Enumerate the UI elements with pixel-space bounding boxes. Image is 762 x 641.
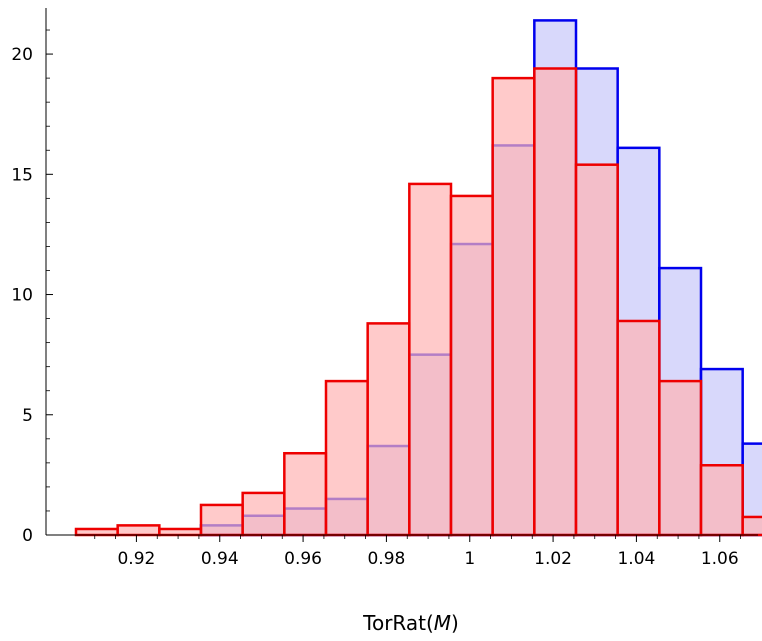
histogram-bar-series-2-bin-16 (699, 464, 744, 537)
ticks-layer: 0.92 0.94 0.96 0.98 1 1.02 1.04 1.06 0 5 10 15 20 (11, 29, 741, 569)
histogram-bar-series-2-bin-11 (491, 76, 536, 537)
y-tick-label-1: 0 (22, 526, 33, 546)
x-tick-label-8: 1.06 (701, 549, 739, 569)
x-tick-label-5: 1 (464, 549, 475, 569)
histogram-bar-series-2-bin-17 (741, 515, 762, 537)
x-tick-label-7: 1.04 (617, 549, 655, 569)
y-tick-label-4: 15 (11, 165, 33, 185)
x-axis-title: TorRat(M) (362, 611, 459, 635)
x-tick-label-1: 0.92 (117, 549, 155, 569)
histogram-bar-series-2-bin-1 (74, 527, 119, 537)
histogram-bar-series-2-bin-5 (241, 491, 286, 537)
histogram-bar-series-2-bin-9 (408, 182, 453, 537)
x-axis-title-close: ) (451, 611, 459, 635)
x-axis-title-var: M (434, 611, 451, 635)
y-tick-label-2: 5 (22, 406, 33, 426)
histogram-bar-series-2-bin-14 (616, 319, 661, 537)
x-tick-label-4: 0.98 (367, 549, 405, 569)
y-tick-label-3: 10 (11, 286, 33, 306)
histogram-bar-series-2-bin-10 (449, 194, 494, 537)
x-tick-label-2: 0.94 (201, 549, 239, 569)
histogram-bar-series-2-bin-7 (324, 379, 369, 537)
histogram-bar-series-2-bin-12 (533, 67, 578, 537)
histogram-bar-series-2-bin-2 (116, 524, 161, 537)
histogram-bar-series-2-bin-13 (574, 163, 619, 537)
x-tick-label-6: 1.02 (534, 549, 572, 569)
bars-layer (74, 19, 762, 537)
histogram-bar-series-2-bin-8 (366, 322, 411, 537)
histogram-bar-series-2-bin-3 (158, 527, 203, 537)
x-tick-label-3: 0.96 (284, 549, 322, 569)
histogram-bar-series-2-bin-15 (658, 379, 703, 537)
x-axis-title-text: TorRat( (362, 611, 434, 635)
y-tick-label-5: 20 (11, 45, 33, 65)
histogram-bar-series-2-bin-6 (283, 451, 328, 537)
histogram-bar-series-2-bin-4 (199, 503, 244, 537)
